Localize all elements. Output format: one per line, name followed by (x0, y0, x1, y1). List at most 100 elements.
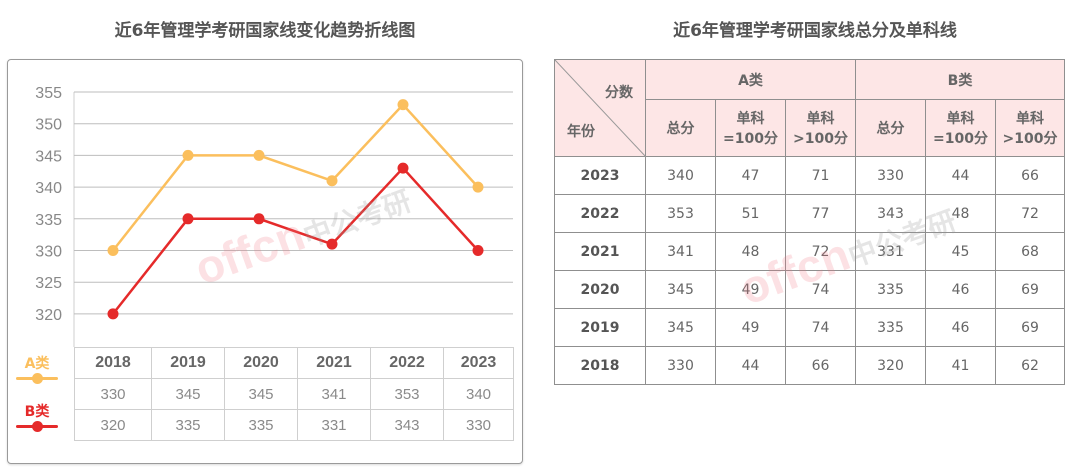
y-tick-label: 320 (35, 307, 62, 324)
value-cell: 343 (370, 409, 444, 441)
value-cell: 71 (785, 156, 856, 195)
value-cell: 330 (74, 378, 152, 410)
value-cell: 46 (925, 308, 996, 347)
value-cell: 74 (785, 270, 856, 309)
y-tick-label: 350 (35, 117, 62, 134)
legend-b: B类 (14, 401, 60, 432)
value-cell: 335 (855, 308, 926, 347)
data-point (253, 213, 265, 225)
value-cell: 49 (715, 270, 786, 309)
value-cell: 62 (995, 346, 1065, 385)
value-cell: 341 (645, 232, 716, 271)
diagonal-line-icon (555, 60, 646, 157)
value-cell: 330 (855, 156, 926, 195)
table-row: 2022 353 51 77 343 48 72 (554, 194, 1065, 233)
value-cell: 340 (645, 156, 716, 195)
data-point (107, 308, 119, 320)
value-cell: 320 (74, 409, 152, 441)
year-cell: 2021 (297, 347, 371, 379)
value-cell: 46 (925, 270, 996, 309)
chart-data-table: 2018 2019 2020 2021 2022 2023 330 345 34… (74, 347, 514, 441)
y-tick-label: 335 (35, 212, 62, 229)
year-cell: 2019 (554, 308, 646, 347)
y-tick-label: 325 (35, 275, 62, 292)
value-cell: 72 (995, 194, 1065, 233)
value-cell: 41 (925, 346, 996, 385)
year-cell: 2018 (554, 346, 646, 385)
series-line (112, 166, 479, 315)
y-tick-label: 330 (35, 244, 62, 261)
table-row: 2023 340 47 71 330 44 66 (554, 156, 1065, 195)
data-point (107, 245, 119, 256)
legend-a-line-icon (16, 373, 58, 384)
year-cell: 2021 (554, 232, 646, 271)
value-cell: 345 (224, 378, 298, 410)
value-cell: 353 (645, 194, 716, 233)
data-point (472, 181, 484, 193)
legend-b-label: B类 (24, 404, 50, 420)
legend-b-line-icon (16, 421, 58, 432)
value-cell: 77 (785, 194, 856, 233)
sub-header: 单科 =100分 (715, 99, 786, 157)
table-row: 2019 345 49 74 335 46 69 (554, 308, 1065, 347)
value-cell: 331 (855, 232, 926, 271)
corner-score-label: 分数 (605, 85, 633, 101)
year-cell: 2019 (151, 347, 225, 379)
value-cell: 335 (855, 270, 926, 309)
value-cell: 331 (297, 409, 371, 441)
table-row: 2021 341 48 72 331 45 68 (554, 232, 1065, 271)
value-cell: 44 (715, 346, 786, 385)
year-cell: 2023 (554, 156, 646, 195)
line-chart-title: 近6年管理学考研国家线变化趋势折线图 (114, 21, 416, 41)
data-point (472, 245, 484, 256)
value-cell: 69 (995, 270, 1065, 309)
value-cell: 320 (855, 346, 926, 385)
value-cell: 340 (443, 378, 514, 410)
score-table-title: 近6年管理学考研国家线总分及单科线 (673, 21, 957, 41)
year-cell: 2022 (554, 194, 646, 233)
value-cell: 74 (785, 308, 856, 347)
table-row: 2018 330 44 66 320 41 62 (554, 346, 1065, 385)
legend-a: A类 (14, 353, 60, 384)
value-cell: 44 (925, 156, 996, 195)
table-row: 2020 345 49 74 335 46 69 (554, 270, 1065, 309)
value-cell: 66 (785, 346, 856, 385)
sub-header: 单科 >100分 (995, 99, 1065, 157)
value-cell: 335 (151, 409, 225, 441)
corner-header: 分数 年份 (554, 59, 646, 157)
value-cell: 335 (224, 409, 298, 441)
group-a-header: A类 (645, 59, 856, 100)
y-tick-label: 340 (35, 180, 62, 197)
legend-a-label: A类 (24, 356, 50, 372)
corner-year-label: 年份 (567, 124, 595, 140)
value-cell: 343 (855, 194, 926, 233)
chart-year-row: 2018 2019 2020 2021 2022 2023 (74, 347, 514, 379)
data-point (182, 149, 194, 161)
data-point (326, 238, 338, 250)
data-point (182, 213, 194, 225)
value-cell: 345 (645, 270, 716, 309)
value-cell: 45 (925, 232, 996, 271)
sub-header: 总分 (855, 99, 926, 157)
value-cell: 330 (645, 346, 716, 385)
series-line (112, 102, 479, 252)
value-cell: 353 (370, 378, 444, 410)
value-cell: 330 (443, 409, 514, 441)
y-tick-label: 355 (35, 85, 62, 102)
value-cell: 48 (925, 194, 996, 233)
value-cell: 68 (995, 232, 1065, 271)
data-point (397, 162, 409, 174)
value-cell: 66 (995, 156, 1065, 195)
data-point (253, 149, 265, 161)
year-cell: 2020 (224, 347, 298, 379)
sub-header: 单科 >100分 (785, 99, 856, 157)
sub-header: 单科 =100分 (925, 99, 996, 157)
year-cell: 2020 (554, 270, 646, 309)
value-cell: 69 (995, 308, 1065, 347)
value-cell: 72 (785, 232, 856, 271)
year-cell: 2018 (74, 347, 152, 379)
data-point (326, 175, 338, 187)
sub-header: 总分 (645, 99, 716, 157)
group-b-header: B类 (855, 59, 1065, 100)
value-cell: 48 (715, 232, 786, 271)
